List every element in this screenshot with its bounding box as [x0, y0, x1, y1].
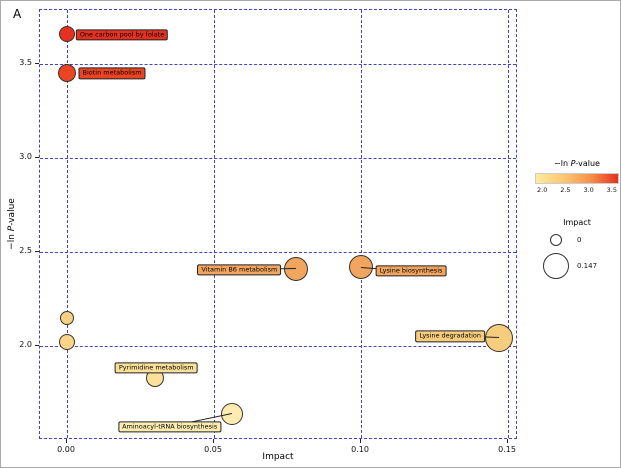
x-axis-title: Impact	[262, 452, 294, 462]
size-legend-circle	[543, 253, 569, 279]
bubble-label: Vitamin B6 metabolism	[197, 264, 282, 276]
y-tick	[35, 344, 39, 346]
grid-line-x	[214, 10, 216, 438]
grid-line-x	[67, 10, 69, 438]
y-tick-label: 2.5	[19, 245, 32, 255]
grid-line-y	[40, 157, 516, 159]
color-legend-title-prefix: −ln	[554, 159, 571, 168]
color-gradient-ticks: 2.0 2.5 3.0 3.5	[535, 186, 619, 194]
size-legend-title: Impact	[563, 218, 591, 227]
bubble	[58, 64, 77, 83]
y-tick	[35, 156, 39, 158]
color-legend-title-suffix: -value	[575, 159, 600, 168]
y-title-italic-p: P	[7, 225, 17, 232]
size-legend-label: 0.147	[577, 262, 598, 270]
bubble-label: Aminoacyl-tRNA biosynthesis	[118, 421, 222, 433]
gradient-tick-label: 2.5	[560, 186, 571, 194]
x-tick-label: 0.00	[57, 445, 75, 454]
x-tick	[66, 439, 68, 443]
size-legend-label: 0	[577, 236, 582, 244]
y-tick-label: 3.0	[19, 151, 32, 161]
y-title-prefix: −ln	[7, 231, 17, 250]
grid-line-x	[361, 10, 363, 438]
x-tick-label: 0.05	[204, 445, 222, 454]
y-tick	[35, 250, 39, 252]
size-legend-row: 0	[535, 234, 619, 246]
bubble-label: One carbon pool by folate	[75, 29, 169, 41]
x-tick	[507, 439, 508, 443]
grid-line-y	[40, 251, 516, 253]
bubble-label: Lysine degradation	[415, 330, 486, 343]
y-tick	[35, 62, 39, 64]
panel-label: A	[13, 7, 22, 21]
plot-area: One carbon pool by folate Biotin metaboli…	[39, 9, 517, 439]
grid-line-y	[40, 345, 516, 347]
size-circle-wrap	[535, 234, 577, 246]
color-legend-title-italic-p: P	[570, 159, 576, 168]
size-legend-row: 0.147	[535, 253, 619, 279]
color-legend-title: −ln P-value	[535, 159, 619, 168]
color-gradient-bar	[535, 173, 619, 184]
x-tick	[360, 439, 362, 443]
gradient-tick-label: 2.0	[537, 186, 548, 194]
x-tick-label: 0.10	[351, 445, 369, 454]
bubble-label: Pyrimidine metabolism	[114, 362, 198, 374]
bubble	[60, 310, 75, 325]
y-axis-title: −ln P-value	[7, 198, 17, 250]
bubble	[485, 324, 514, 353]
legend: −ln P-value 2.0 2.5 3.0 3.5 Impact 0 0.147	[535, 159, 619, 279]
size-legend-circle	[550, 234, 562, 246]
y-title-suffix: -value	[7, 198, 17, 226]
bubble	[59, 25, 76, 42]
bubble-label: Biotin metabolism	[78, 67, 146, 79]
gradient-tick-label: 3.5	[606, 186, 617, 194]
bubble	[59, 334, 76, 351]
x-tick	[213, 439, 215, 443]
y-tick-label: 3.5	[19, 57, 32, 67]
bubble-label: Lysine biosynthesis	[375, 265, 447, 277]
y-tick-label: 2.0	[19, 339, 32, 349]
grid-line-x	[508, 10, 509, 438]
gradient-tick-label: 3.0	[583, 186, 594, 194]
bubble	[220, 402, 243, 425]
size-legend-items: 0 0.147	[535, 234, 619, 279]
grid-line-y	[40, 63, 516, 65]
size-circle-wrap	[535, 253, 577, 279]
x-tick-label: 0.15	[498, 445, 516, 454]
